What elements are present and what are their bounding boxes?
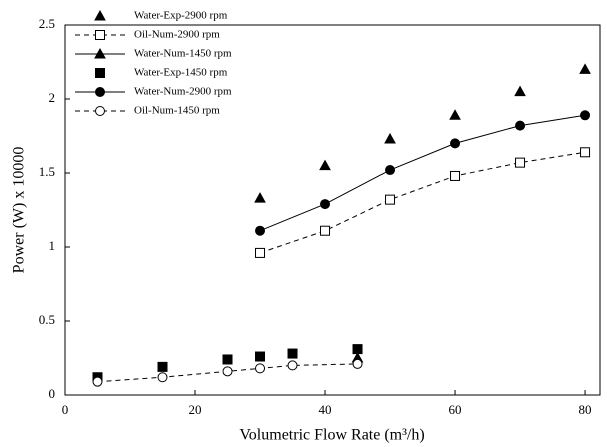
data-point [580,147,591,158]
y-tick-label: 1 [49,238,56,253]
data-point [352,358,363,369]
data-point [222,366,233,377]
legend-marker [94,47,106,59]
x-tick-label: 80 [579,402,592,417]
data-point [352,344,363,355]
data-point [255,247,266,258]
series-line [97,363,358,383]
data-point [450,170,461,181]
x-tick-label: 60 [449,402,462,417]
legend-marker [94,9,106,21]
legend-label: Water-Num-1450 rpm [134,48,232,60]
data-point [287,360,298,371]
x-tick-label: 0 [62,402,69,417]
data-point [255,363,266,374]
data-point [449,109,461,120]
data-point [515,120,526,131]
legend-label: Oil-Num-2900 rpm [134,29,220,41]
data-point [254,192,266,203]
legend-marker [95,87,105,97]
data-point [385,194,396,205]
legend-label: Water-Num-2900 rpm [134,86,232,98]
y-tick-label: 2.5 [39,16,55,31]
legend-label: Water-Exp-1450 rpm [134,67,228,79]
y-tick-label: 2 [49,90,56,105]
y-tick-label: 1.5 [39,164,55,179]
data-point [222,354,233,365]
data-point [157,372,168,383]
y-tick-label: 0 [49,386,56,401]
data-point [384,132,396,144]
data-point [515,157,526,168]
data-point [320,225,331,236]
data-point [385,165,396,176]
data-point [255,225,266,236]
data-point [450,138,461,149]
data-point [579,63,591,74]
data-point [92,376,103,387]
data-point [514,85,526,97]
x-axis-label: Volumetric Flow Rate (m³/h) [239,427,424,444]
legend-label: Oil-Num-1450 rpm [134,105,220,117]
data-point [157,361,168,372]
legend-marker [95,30,105,40]
data-point [255,351,266,362]
series-line [259,114,586,232]
series-line [259,151,586,254]
plot-frame [64,24,601,396]
legend-marker [95,68,105,78]
data-point [319,159,331,171]
legend-label: Water-Exp-2900 rpm [134,10,228,22]
data-point [287,348,298,359]
x-tick-label: 40 [319,402,332,417]
legend-marker [95,106,105,116]
y-axis-label: Power (W) x 10000 [11,147,28,274]
x-tick-label: 20 [189,402,202,417]
data-point [580,110,591,121]
y-tick-label: 0.5 [39,312,55,327]
data-point [320,199,331,210]
